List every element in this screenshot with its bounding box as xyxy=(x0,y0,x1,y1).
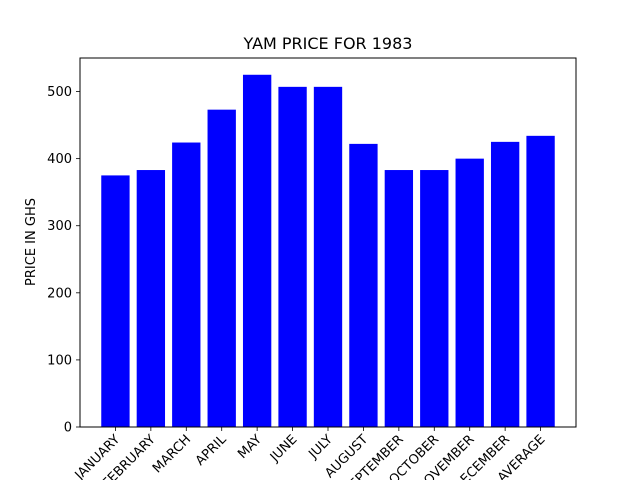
y-tick-label: 500 xyxy=(47,85,72,100)
bar-may xyxy=(242,74,272,428)
bars-layer xyxy=(101,74,555,428)
bar-october xyxy=(420,170,449,428)
y-tick-label: 0 xyxy=(64,421,72,436)
y-axis-label: PRICE IN GHS xyxy=(24,198,39,286)
y-tick-label: 300 xyxy=(47,219,72,234)
y-tick-label: 100 xyxy=(47,353,72,368)
x-tick-label: JUNE xyxy=(267,432,300,465)
x-tick-label: JULY xyxy=(306,432,336,462)
bar-average xyxy=(526,135,555,427)
x-tick-label: MAY xyxy=(235,432,265,462)
bar-june xyxy=(278,86,307,427)
y-axis-ticks: 0 100 200 300 400 500 xyxy=(47,85,80,436)
y-tick-label: 400 xyxy=(47,152,72,167)
x-tick-label: APRIL xyxy=(193,432,230,469)
chart-title: YAM PRICE FOR 1983 xyxy=(243,34,413,53)
bar-february xyxy=(136,170,166,428)
x-tick-label: MARCH xyxy=(150,432,194,476)
bar-april xyxy=(207,109,236,427)
y-tick-label: 200 xyxy=(47,286,72,301)
bar-july xyxy=(313,86,343,427)
bar-november xyxy=(455,158,484,427)
bar-january xyxy=(101,175,130,427)
bar-march xyxy=(172,142,201,427)
bar-september xyxy=(384,170,414,428)
plot-frame xyxy=(79,57,577,428)
bar-december xyxy=(490,141,520,428)
bar-august xyxy=(349,143,378,427)
